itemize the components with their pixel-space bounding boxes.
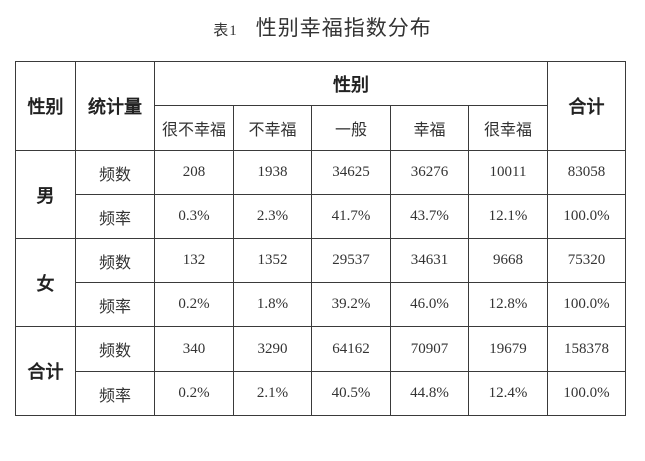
header-gender: 性别: [15, 61, 76, 151]
table-row: 合计 频数 340 3290 64162 70907 19679 158378: [15, 326, 626, 416]
total-cell: 75320: [547, 238, 626, 283]
table-cell: 2.1%: [233, 371, 312, 416]
header-level: 很不幸福: [154, 105, 234, 151]
table-cell: 36276: [390, 150, 469, 195]
table-row: 频率 0.2% 2.1% 40.5% 44.8% 12.4% 100.0%: [16, 371, 626, 416]
table-title: 性别幸福指数分布: [255, 16, 432, 40]
table-cell: 40.5%: [311, 371, 391, 416]
stat-label: 频数: [75, 150, 155, 195]
table-cell: 132: [154, 238, 234, 283]
table-cell: 34625: [311, 150, 391, 195]
total-cell: 100.0%: [547, 194, 626, 239]
table-cell: 10011: [468, 150, 548, 195]
header-statistic: 统计量: [75, 61, 155, 151]
table-cell: 70907: [390, 326, 469, 372]
table-cell: 12.8%: [468, 282, 548, 327]
header-level: 一般: [311, 105, 391, 151]
header-total: 合计: [547, 61, 626, 151]
table-cell: 3290: [233, 326, 312, 372]
table-cell: 1352: [233, 238, 312, 283]
table-cell: 208: [154, 150, 234, 195]
table-row: 女 频数 132 1352 29537 34631 9668 75320: [15, 238, 626, 327]
stat-label: 频数: [75, 238, 155, 283]
table-cell: 34631: [390, 238, 469, 283]
happiness-by-gender-table: 性别 统计量 性别 合计 很不幸福 不幸福 一般 幸福 很幸福 男 频数 208…: [15, 61, 626, 416]
table-cell: 12.1%: [468, 194, 548, 239]
table-cell: 2.3%: [233, 194, 312, 239]
table-cell: 39.2%: [311, 282, 391, 327]
header-level: 不幸福: [233, 105, 312, 151]
table-cell: 19679: [468, 326, 548, 372]
table-row: 频率 0.3% 2.3% 41.7% 43.7% 12.1% 100.0%: [16, 194, 626, 239]
table-cell: 0.2%: [154, 282, 234, 327]
table-cell: 340: [154, 326, 234, 372]
table-cell: 0.3%: [154, 194, 234, 239]
total-cell: 100.0%: [547, 371, 626, 416]
table-cell: 44.8%: [390, 371, 469, 416]
table-cell: 1.8%: [233, 282, 312, 327]
row-group-label: 合计: [15, 326, 76, 416]
table-number: 表1: [213, 23, 238, 39]
total-cell: 158378: [547, 326, 626, 372]
table-caption: 表1 性别幸福指数分布: [0, 12, 645, 42]
stat-label: 频数: [75, 326, 155, 372]
table-cell: 64162: [311, 326, 391, 372]
total-cell: 83058: [547, 150, 626, 195]
table-row: 男 频数 208 1938 34625 36276 10011 83058: [15, 150, 626, 239]
header-group-gender: 性别: [154, 61, 548, 106]
row-group-label: 男: [15, 150, 76, 239]
header-level: 很幸福: [468, 105, 548, 151]
table-row: 频率 0.2% 1.8% 39.2% 46.0% 12.8% 100.0%: [16, 282, 626, 327]
header-level: 幸福: [390, 105, 469, 151]
stat-label: 频率: [75, 282, 155, 327]
table-cell: 41.7%: [311, 194, 391, 239]
table-cell: 46.0%: [390, 282, 469, 327]
stat-label: 频率: [75, 194, 155, 239]
table-cell: 1938: [233, 150, 312, 195]
table-cell: 9668: [468, 238, 548, 283]
table-cell: 43.7%: [390, 194, 469, 239]
table-cell: 0.2%: [154, 371, 234, 416]
row-group-label: 女: [15, 238, 76, 327]
table-cell: 29537: [311, 238, 391, 283]
table-cell: 12.4%: [468, 371, 548, 416]
total-cell: 100.0%: [547, 282, 626, 327]
stat-label: 频率: [75, 371, 155, 416]
